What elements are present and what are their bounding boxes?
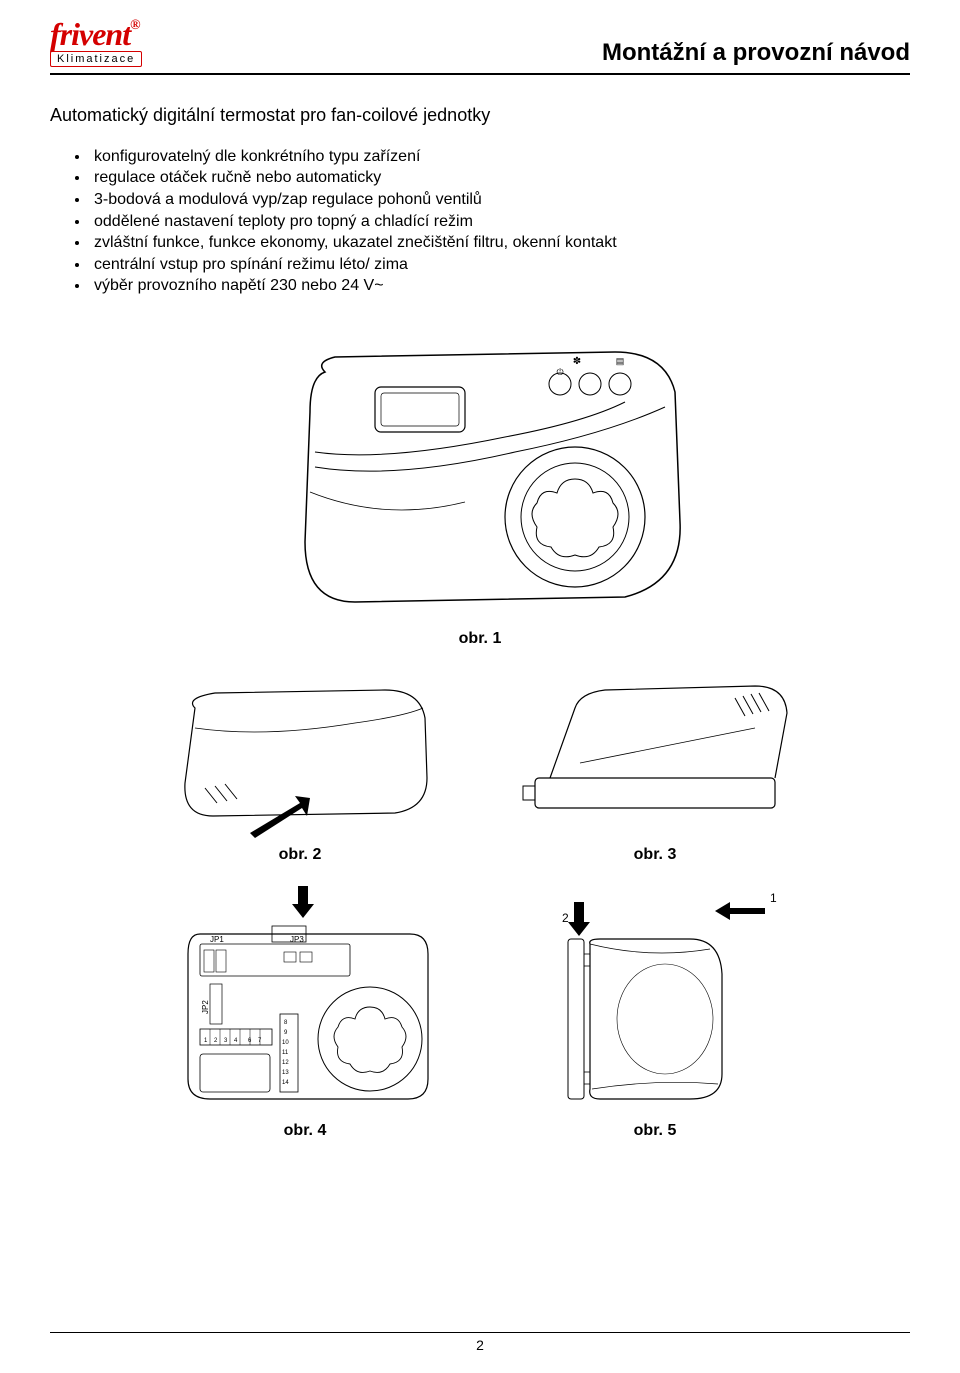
svg-text:8: 8 [284, 1020, 288, 1026]
figure-2: obr. 2 [155, 668, 445, 864]
svg-text:2: 2 [214, 1038, 218, 1044]
svg-text:4: 4 [234, 1038, 238, 1044]
svg-text:⏻: ⏻ [556, 367, 563, 377]
jp1-label: JP1 [210, 935, 224, 944]
thermostat-side-mount-drawing: 1 2 [510, 884, 800, 1114]
figures-container: ⏻ ✽ ▤ obr. 1 [50, 322, 910, 1140]
feature-item: centrální vstup pro spínání režimu léto/… [90, 254, 910, 276]
figure-2-caption: obr. 2 [279, 846, 322, 864]
page-header: frivent® Klimatizace Montážní a provozní… [50, 20, 910, 75]
figure-3-caption: obr. 3 [634, 846, 677, 864]
feature-item: konfigurovatelný dle konkrétního typu za… [90, 146, 910, 168]
fig5-label-1: 1 [770, 891, 777, 905]
svg-text:12: 12 [282, 1060, 289, 1066]
jp3-label: JP3 [290, 935, 304, 944]
figure-3: obr. 3 [505, 668, 805, 864]
logo-main: frivent® [50, 20, 140, 49]
document-title: Montážní a provozní návod [602, 39, 910, 67]
svg-text:3: 3 [224, 1038, 228, 1044]
logo-text: frivent [50, 16, 130, 52]
svg-text:1: 1 [204, 1038, 208, 1044]
svg-text:9: 9 [284, 1030, 288, 1036]
svg-text:10: 10 [282, 1040, 289, 1046]
svg-text:6: 6 [248, 1038, 252, 1044]
page-number: 2 [476, 1337, 484, 1353]
svg-text:7: 7 [258, 1038, 262, 1044]
feature-item: regulace otáček ručně nebo automaticky [90, 167, 910, 189]
feature-item: 3-bodová a modulová vyp/zap regulace poh… [90, 189, 910, 211]
feature-item: oddělené nastavení teploty pro topný a c… [90, 211, 910, 233]
page-footer: 2 [50, 1332, 910, 1353]
fig5-label-2: 2 [562, 911, 569, 925]
jp2-label: JP2 [201, 1000, 210, 1014]
main-title: Automatický digitální termostat pro fan-… [50, 105, 910, 126]
logo-subtitle: Klimatizace [50, 51, 142, 67]
figure-1: ⏻ ✽ ▤ obr. 1 [265, 322, 695, 648]
logo-reg: ® [130, 18, 139, 33]
thermostat-side-lift-drawing [155, 668, 445, 838]
svg-text:11: 11 [282, 1050, 289, 1056]
feature-item: výběr provozního napětí 230 nebo 24 V~ [90, 275, 910, 297]
feature-item: zvláštní funkce, funkce ekonomy, ukazate… [90, 232, 910, 254]
thermostat-front-drawing: ⏻ ✽ ▤ [265, 322, 695, 622]
svg-text:13: 13 [282, 1070, 289, 1076]
svg-text:14: 14 [282, 1080, 289, 1086]
logo: frivent® Klimatizace [50, 20, 142, 67]
figure-1-caption: obr. 1 [459, 630, 502, 648]
feature-list: konfigurovatelný dle konkrétního typu za… [90, 146, 910, 297]
figure-4: JP1 JP3 JP2 [160, 884, 450, 1140]
svg-text:✽: ✽ [573, 356, 581, 367]
thermostat-pcb-drawing: JP1 JP3 JP2 [160, 884, 450, 1114]
figure-row-2-3: obr. 2 obr. 3 [50, 668, 910, 864]
svg-text:▤: ▤ [616, 356, 625, 366]
figure-4-caption: obr. 4 [284, 1122, 327, 1140]
figure-5-caption: obr. 5 [634, 1122, 677, 1140]
figure-row-4-5: JP1 JP3 JP2 [50, 884, 910, 1140]
thermostat-open-drawing [505, 668, 805, 838]
figure-5: 1 2 obr. 5 [510, 884, 800, 1140]
